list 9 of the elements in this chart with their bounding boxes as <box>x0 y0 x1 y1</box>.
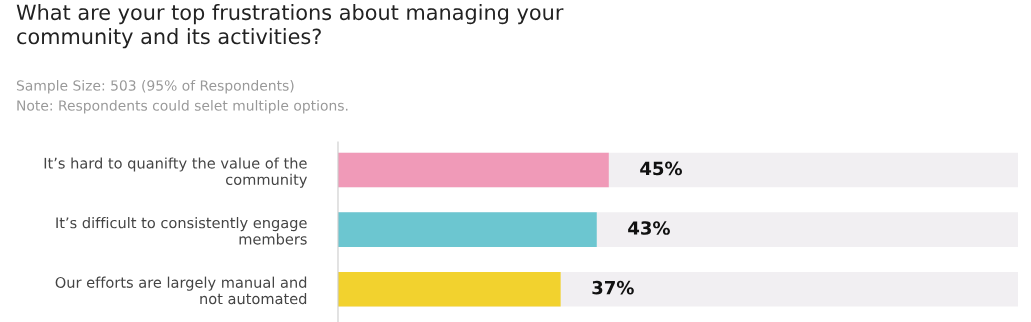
y-tick-label: It’s difficult to consistently engage members <box>56 217 307 245</box>
text: Sample Size: 503 (95% of Respondents) <box>16 80 294 94</box>
y-tick-label: It’s hard to quanifty the value of the community <box>44 157 308 188</box>
data-label: 45% <box>640 161 682 176</box>
data-label: 43% <box>628 221 670 235</box>
chart-title: What are your top frustrations about managing your community and its activities? <box>16 4 564 49</box>
data-label: 37% <box>592 280 634 295</box>
text: Note: Respondents could selet multiple options. <box>17 100 348 114</box>
y-tick-label: Our efforts are largely manual and not automated <box>55 276 307 305</box>
